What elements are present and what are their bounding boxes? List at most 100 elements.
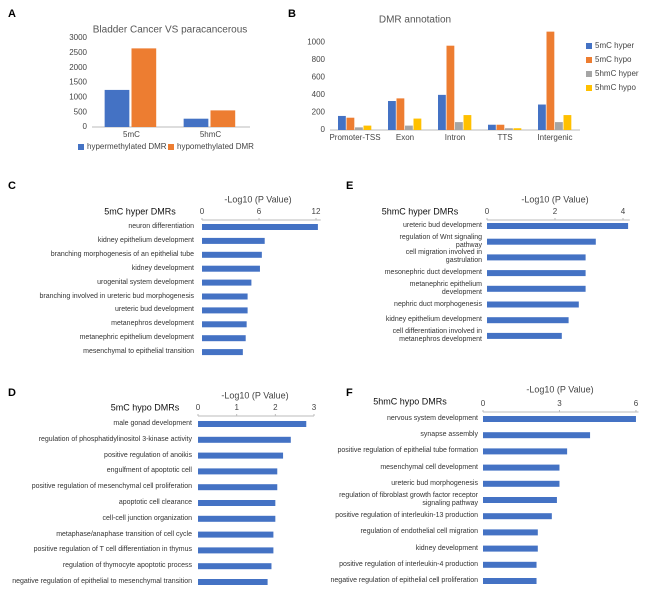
bar: [198, 421, 307, 427]
panel-letter: A: [8, 8, 16, 20]
bar: [487, 285, 586, 292]
x-tick-label: 0: [481, 399, 486, 408]
category-label-box: male gonad development: [113, 420, 192, 427]
x-tick-label: 0: [485, 207, 490, 216]
bar: [505, 128, 513, 130]
panel-letter: B: [288, 8, 296, 20]
panel-letter: F: [346, 387, 353, 399]
bar: [438, 94, 446, 130]
chart-title: 5hmC hypo DMRs: [373, 396, 447, 406]
y-tick-label: engulfment of apoptotic cell: [106, 467, 192, 475]
bar: [496, 124, 505, 130]
y-tick-label: positive regulation of interleukin-13 pr…: [335, 512, 478, 520]
y-tick-label: kidney development: [131, 264, 194, 272]
category-label-box: metanephric epithelium development: [410, 281, 482, 296]
y-tick-label: apoptotic cell clearance: [118, 499, 192, 506]
y-tick-label: neuron differentiation: [128, 223, 194, 230]
bar: [487, 317, 569, 324]
category-label-box: positive regulation of epithelial tube f…: [338, 447, 478, 454]
bar: [483, 561, 537, 568]
y-tick-label: negative regulation of epithelial cell p…: [330, 577, 478, 584]
y-tick-label: regulation of Wnt signaling pathway: [399, 233, 483, 249]
x-axis-label: -Log10 (P Value): [526, 384, 593, 394]
y-tick-label: kidney epithelium development: [385, 316, 482, 324]
bar: [183, 118, 209, 127]
category-label-box: cell differentiation involved in metanep…: [393, 328, 482, 343]
bar: [488, 124, 496, 130]
legend-swatch: [168, 144, 174, 150]
category-label-box: nervous system development: [387, 415, 478, 422]
y-tick-label: ureteric bud development: [115, 306, 194, 314]
chart-title: 5mC hypo DMRs: [111, 402, 180, 412]
bar: [363, 125, 372, 130]
y-tick-label: mesonephric duct development: [384, 269, 482, 277]
bar: [388, 101, 396, 130]
legend-label: 5mC hypo: [595, 55, 632, 64]
y-tick-label: 800: [312, 55, 326, 64]
bar: [396, 98, 405, 130]
category-label-box: negative regulation of epithelial cell p…: [330, 577, 478, 584]
x-axis-label: -Log10 (P Value): [224, 194, 291, 204]
bar: [202, 335, 246, 342]
bar: [487, 301, 579, 308]
bar: [487, 270, 586, 277]
y-tick-label: regulation of endothelial cell migration: [360, 528, 478, 536]
bar: [202, 251, 262, 258]
y-tick-label: cell-cell junction organization: [102, 514, 193, 522]
bar: [210, 110, 236, 127]
bar: [198, 547, 274, 554]
bar: [202, 321, 247, 328]
bar: [198, 563, 272, 570]
panel-letter: D: [8, 387, 16, 399]
category-label-box: branching involved in ureteric bud morph…: [40, 293, 194, 300]
chart-title: DMR annotation: [379, 15, 451, 26]
x-tick-label: 5mC: [123, 130, 140, 139]
x-tick-label: 2: [553, 207, 558, 216]
y-tick-label: 600: [312, 72, 326, 81]
category-label-box: kidney epithelium development: [98, 237, 194, 244]
x-tick-label: Intergenic: [537, 133, 572, 142]
category-label-box: regulation of phosphatidylinositol 3-kin…: [39, 436, 192, 443]
x-tick-label: 6: [257, 207, 262, 216]
category-label-box: kidney development: [131, 264, 194, 272]
bar: [202, 237, 265, 244]
y-tick-label: 1000: [69, 92, 87, 101]
x-tick-label: 1: [234, 403, 239, 412]
bar: [513, 128, 522, 130]
bar: [463, 115, 472, 130]
legend-label: 5mC hyper: [595, 41, 634, 50]
category-label-box: positive regulation of mesenchymal cell …: [31, 483, 192, 491]
x-tick-label: 2: [273, 403, 278, 412]
bar: [202, 265, 260, 272]
bar: [483, 529, 538, 536]
y-tick-label: positive regulation of mesenchymal cell …: [31, 483, 192, 491]
y-tick-label: ureteric bud development: [403, 222, 482, 229]
category-label-box: metaphase/anaphase transition of cell cy…: [56, 531, 192, 538]
bar: [355, 127, 363, 130]
bar: [104, 89, 130, 127]
legend-label: hypomethylated DMR: [177, 142, 254, 151]
bar: [202, 307, 248, 314]
bar: [446, 45, 455, 130]
category-label-box: branching morphogenesis of an epithelial…: [51, 251, 194, 258]
category-label-box: neuron differentiation: [128, 223, 194, 230]
bar: [546, 31, 555, 131]
legend-label: 5hmC hypo: [595, 83, 636, 92]
chart-title: 5mC hyper DMRs: [104, 206, 176, 216]
bar: [198, 468, 278, 475]
x-tick-label: 0: [200, 207, 205, 216]
y-tick-label: metanephric epithelium development: [79, 334, 194, 342]
bar: [483, 416, 636, 422]
y-tick-label: 1000: [307, 37, 325, 46]
x-tick-label: 6: [634, 399, 639, 408]
category-label-box: regulation of Wnt signaling pathway: [399, 233, 483, 249]
legend-swatch: [78, 144, 84, 150]
bar: [483, 497, 557, 503]
bar: [413, 118, 422, 130]
category-label-box: mesonephric duct development: [384, 269, 482, 277]
x-tick-label: 5hmC: [200, 130, 222, 139]
y-tick-label: 200: [312, 108, 326, 117]
legend-swatch: [586, 43, 592, 49]
category-label-box: cell-cell junction organization: [102, 514, 193, 522]
x-tick-label: 0: [196, 403, 201, 412]
